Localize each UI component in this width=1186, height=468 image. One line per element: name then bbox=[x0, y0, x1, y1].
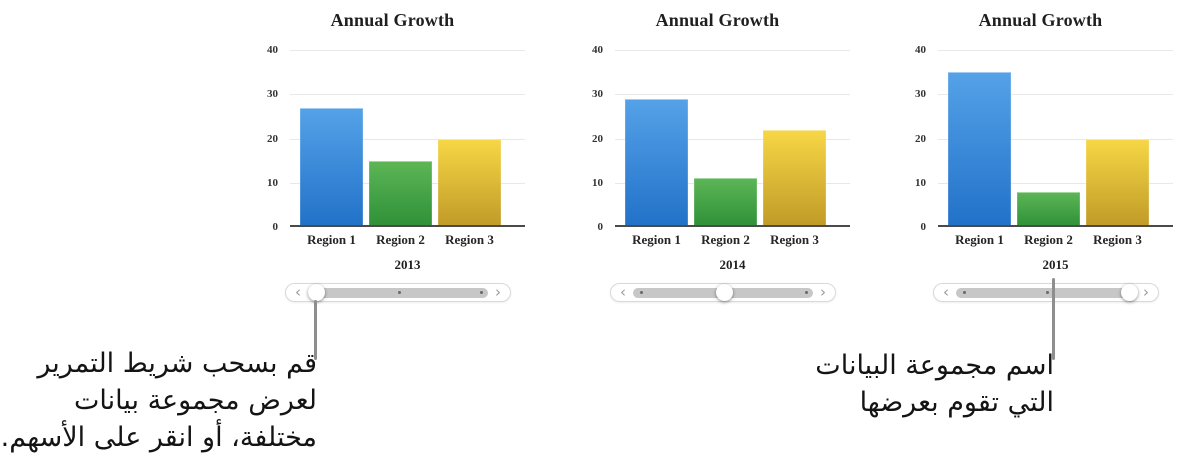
category-label: Region 2 bbox=[701, 232, 750, 247]
bar-region-2[interactable] bbox=[1017, 191, 1080, 227]
gridline bbox=[290, 50, 525, 51]
category-label: Region 1 bbox=[955, 232, 1004, 247]
y-tick-label: 30 bbox=[267, 88, 278, 101]
year-label: 2015 bbox=[1042, 257, 1069, 272]
x-axis-labels: Region 1 Region 2 Region 3 bbox=[615, 232, 850, 248]
y-axis-labels: 40 30 20 10 0 bbox=[893, 44, 931, 233]
dataset-name-note: اسم مجموعة البيانات التي تقوم بعرضها bbox=[815, 350, 1054, 418]
year-label: 2013 bbox=[394, 257, 421, 272]
chart-panel: Annual Growth 40 30 20 10 0 Region 1 Region 2… bbox=[570, 10, 850, 302]
scrubber-prev-button[interactable]: ‹ bbox=[943, 283, 949, 301]
chart-plot bbox=[615, 50, 850, 227]
scrubber-next-button[interactable]: › bbox=[495, 283, 501, 301]
callout-line-year bbox=[1052, 278, 1055, 360]
bar-region-3[interactable] bbox=[438, 138, 501, 227]
gridline bbox=[938, 94, 1173, 96]
chart-title: Annual Growth bbox=[330, 10, 455, 30]
y-tick-label: 40 bbox=[267, 44, 278, 56]
bar-region-2[interactable] bbox=[694, 178, 757, 227]
scrubber-position-dot bbox=[397, 291, 401, 294]
bar-region-1[interactable] bbox=[300, 107, 363, 227]
y-tick-label: 10 bbox=[592, 176, 603, 189]
scrubber-track[interactable] bbox=[956, 284, 1138, 301]
category-label: Region 1 bbox=[307, 232, 356, 247]
category-label: Region 3 bbox=[1093, 232, 1142, 247]
scrubber-track[interactable] bbox=[308, 284, 488, 301]
scrubber-thumb[interactable] bbox=[1121, 284, 1138, 301]
scrubber-position-dot bbox=[805, 291, 808, 294]
gridline bbox=[290, 138, 525, 140]
x-axis-labels: Region 1 Region 2 Region 3 bbox=[938, 232, 1173, 248]
chart-title: Annual Growth bbox=[655, 10, 780, 30]
gridline bbox=[938, 138, 1173, 140]
category-label: Region 3 bbox=[770, 232, 819, 247]
chart-plot bbox=[290, 50, 525, 227]
x-axis-baseline bbox=[290, 225, 525, 227]
bar-region-3[interactable] bbox=[763, 129, 826, 227]
scrubber-next-button[interactable]: › bbox=[1143, 283, 1149, 301]
y-tick-label: 20 bbox=[592, 132, 603, 145]
y-tick-label: 10 bbox=[915, 176, 926, 189]
gridline bbox=[615, 138, 850, 140]
y-tick-label: 0 bbox=[272, 221, 279, 233]
scrubber-thumb[interactable] bbox=[715, 284, 733, 301]
scrubber-help-note: قم بسحب شريط التمرير لعرض مجموعة بيانات … bbox=[0, 348, 317, 453]
scrubber[interactable]: ‹ › bbox=[285, 283, 511, 302]
y-tick-label: 0 bbox=[597, 221, 604, 233]
scrubber[interactable]: ‹ › bbox=[933, 283, 1159, 302]
y-tick-label: 40 bbox=[915, 44, 926, 56]
bar-region-1[interactable] bbox=[948, 72, 1011, 227]
chart-title: Annual Growth bbox=[978, 10, 1103, 30]
y-axis-labels: 40 30 20 10 0 bbox=[570, 44, 608, 233]
scrubber-next-button[interactable]: › bbox=[820, 283, 826, 301]
category-label: Region 2 bbox=[376, 232, 425, 247]
x-axis-labels: Region 1 Region 2 Region 3 bbox=[290, 232, 525, 248]
scrubber-track[interactable] bbox=[633, 284, 813, 301]
scrubber-position-dot bbox=[480, 291, 483, 294]
callout-line-scrubber bbox=[314, 300, 317, 360]
gridline bbox=[938, 182, 1173, 184]
y-tick-label: 30 bbox=[592, 88, 603, 101]
chart-panel: Annual Growth 40 30 20 10 0 Region 1 Region 2… bbox=[893, 10, 1173, 302]
y-tick-label: 0 bbox=[920, 221, 927, 233]
gridline bbox=[615, 50, 850, 51]
y-tick-label: 40 bbox=[592, 44, 603, 56]
scrubber[interactable]: ‹ › bbox=[610, 283, 836, 302]
year-label: 2014 bbox=[719, 257, 746, 272]
scrubber-position-dot bbox=[640, 291, 643, 294]
bar-region-2[interactable] bbox=[369, 160, 432, 227]
scrubber-thumb[interactable] bbox=[308, 284, 325, 301]
y-tick-label: 30 bbox=[915, 88, 926, 101]
scrubber-position-dot bbox=[963, 291, 966, 294]
chart-panel: Annual Growth 40 30 20 10 0 Region 1 Region 2… bbox=[245, 10, 525, 302]
chart-plot bbox=[938, 50, 1173, 227]
y-tick-label: 10 bbox=[267, 176, 278, 189]
category-label: Region 3 bbox=[445, 232, 494, 247]
gridline bbox=[290, 94, 525, 96]
scrubber-prev-button[interactable]: ‹ bbox=[295, 283, 301, 301]
bar-region-1[interactable] bbox=[625, 98, 688, 227]
scrubber-position-dot bbox=[1045, 291, 1049, 294]
bar-region-3[interactable] bbox=[1086, 138, 1149, 227]
y-axis-labels: 40 30 20 10 0 bbox=[245, 44, 283, 233]
category-label: Region 1 bbox=[632, 232, 681, 247]
gridline bbox=[615, 94, 850, 96]
y-tick-label: 20 bbox=[915, 132, 926, 145]
x-axis-baseline bbox=[938, 225, 1173, 227]
y-tick-label: 20 bbox=[267, 132, 278, 145]
category-label: Region 2 bbox=[1024, 232, 1073, 247]
x-axis-baseline bbox=[615, 225, 850, 227]
scrubber-prev-button[interactable]: ‹ bbox=[620, 283, 626, 301]
gridline bbox=[938, 50, 1173, 51]
